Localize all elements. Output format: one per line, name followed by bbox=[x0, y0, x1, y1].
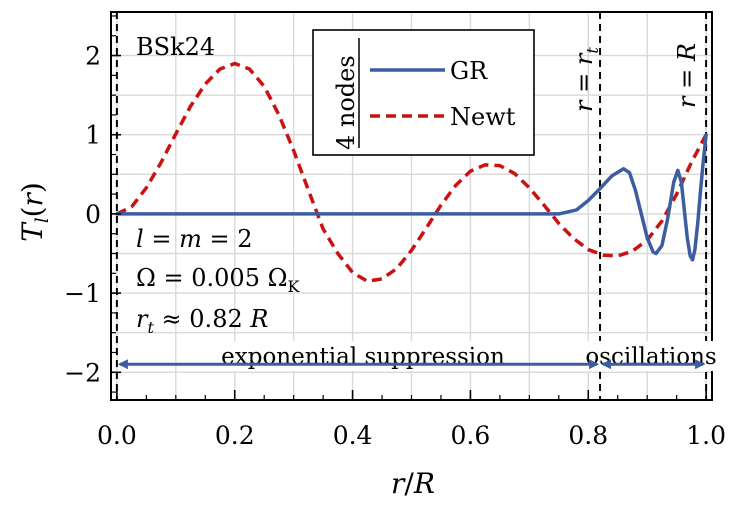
param-lm: l = m = 2 bbox=[136, 225, 252, 253]
legend-box bbox=[312, 29, 535, 156]
svg-text:r = R: r = R bbox=[673, 43, 701, 108]
y-tick-label: 2 bbox=[85, 42, 101, 71]
series-gr-line bbox=[115, 132, 708, 262]
x-tick-label: 0.4 bbox=[333, 421, 373, 450]
y-tick-label: 1 bbox=[85, 121, 101, 150]
ticks: 0.0 0.2 0.4 0.6 0.8 1.0 −2 −1 0 1 2 bbox=[64, 15, 726, 450]
legend-title: 4 nodes bbox=[332, 55, 360, 150]
y-axis-title: Tl(r) bbox=[16, 182, 53, 242]
x-tick-label: 0.2 bbox=[215, 421, 255, 450]
y-tick-label: 0 bbox=[85, 200, 101, 229]
legend: 4 nodes GR Newt bbox=[312, 29, 535, 156]
legend-label-newt: Newt bbox=[450, 103, 516, 131]
x-tick-label: 0.0 bbox=[97, 421, 137, 450]
legend-label-gr: GR bbox=[450, 57, 488, 85]
vline-label-rt: r = rt bbox=[570, 47, 602, 112]
svg-text:r = rt: r = rt bbox=[570, 47, 602, 112]
series-newt-line bbox=[116, 61, 708, 283]
param-block: l = m = 2 Ω = 0.005 ΩK rt ≈ 0.82 R bbox=[136, 225, 301, 337]
x-tick-label: 0.8 bbox=[568, 421, 608, 450]
oscillations-label: oscillations bbox=[585, 344, 716, 370]
param-rt: rt ≈ 0.82 R bbox=[136, 305, 268, 337]
y-tick-label: −1 bbox=[64, 279, 101, 308]
x-tick-label: 0.6 bbox=[451, 421, 491, 450]
vline-label-R: r = R bbox=[673, 43, 701, 108]
x-tick-label: 1.0 bbox=[686, 421, 726, 450]
y-tick-label: −2 bbox=[64, 358, 101, 387]
exponential-label: exponential suppression bbox=[221, 344, 505, 370]
series bbox=[115, 61, 708, 283]
x-axis-title: r/R bbox=[391, 467, 435, 500]
param-omega: Ω = 0.005 ΩK bbox=[136, 264, 301, 296]
vertical-lines bbox=[115, 12, 708, 400]
model-label: BSk24 bbox=[136, 33, 215, 61]
